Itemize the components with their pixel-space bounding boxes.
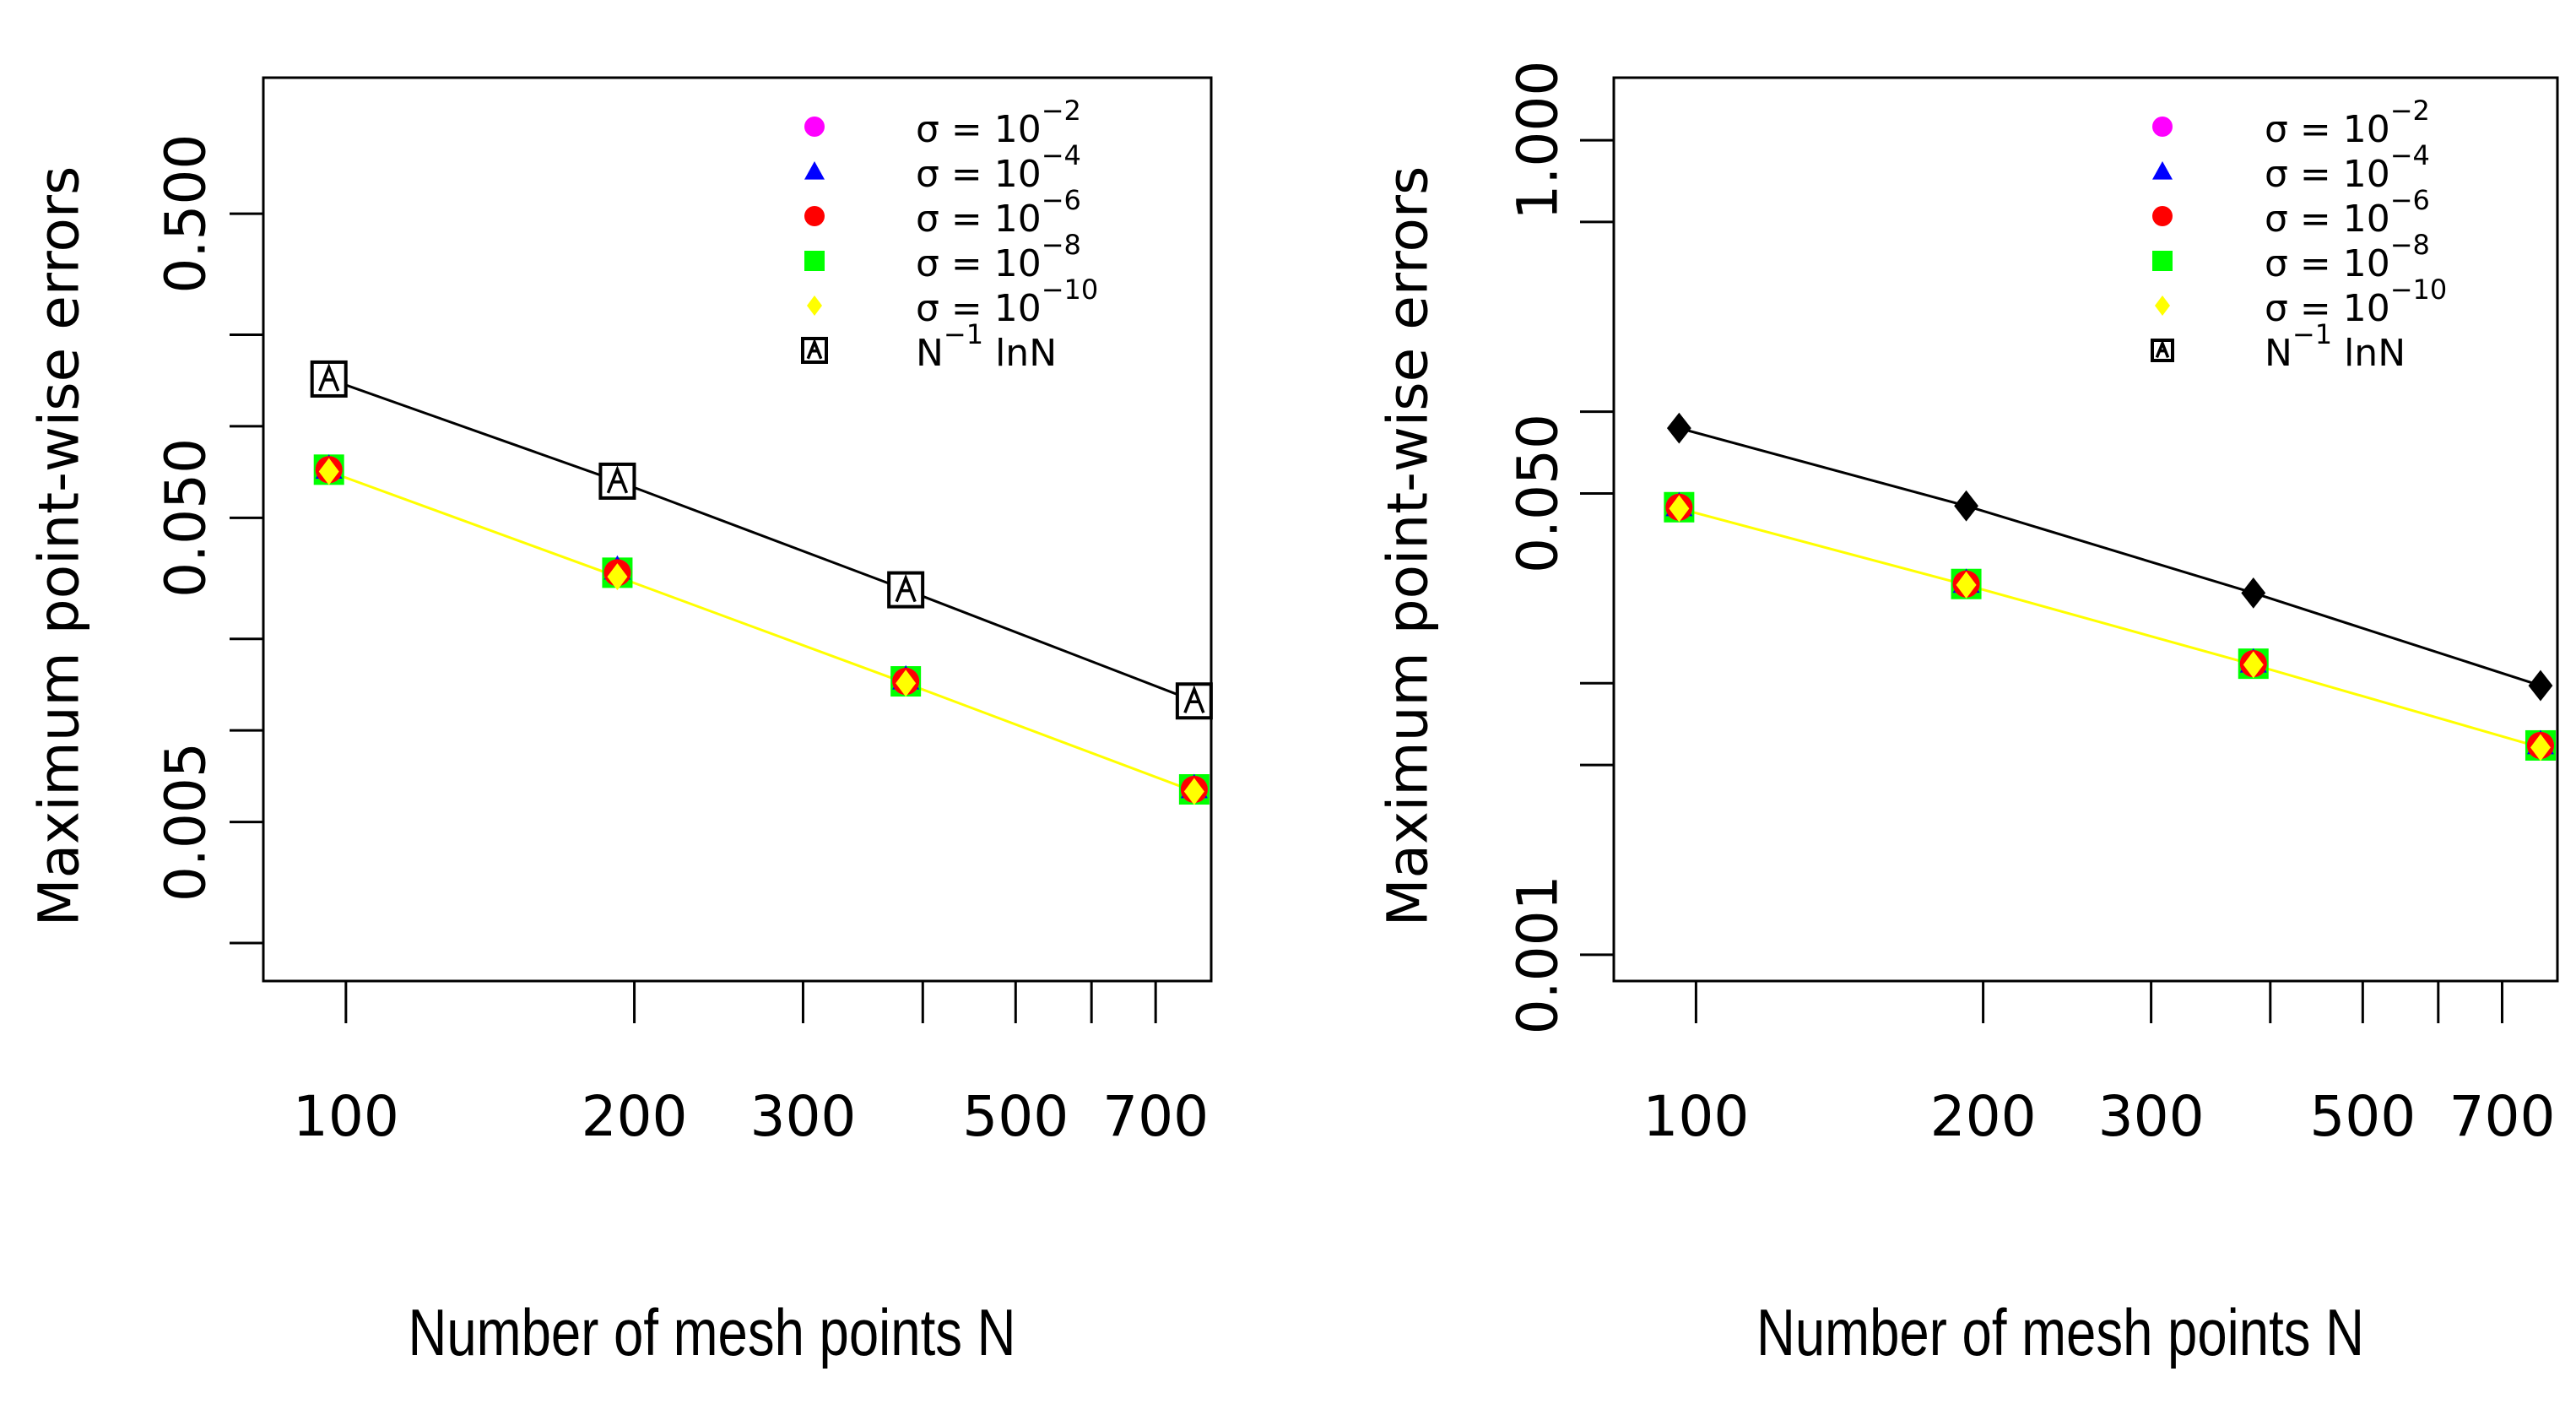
series-5	[310, 360, 1213, 720]
y-axis-title: Maximum point-wise errors	[27, 166, 92, 927]
marker-glyph	[895, 573, 917, 603]
data-point	[1954, 490, 1978, 522]
legend-label: σ = 10−4	[916, 139, 1081, 196]
data-point	[2528, 669, 2553, 702]
data-point	[887, 571, 925, 609]
data-point	[896, 669, 917, 697]
data-point	[2530, 734, 2551, 762]
legend-label: σ = 10−4	[2265, 139, 2430, 196]
legend-label: σ = 10−8	[2265, 229, 2430, 285]
y-tick-label: 0.050	[154, 438, 219, 598]
legend-label: σ = 10−8	[916, 229, 1081, 285]
marker-glyph	[318, 363, 340, 392]
chart-panel-2: 100 200 300 500 700 0.001 0.050 1.000 Number of …	[1376, 61, 2559, 1369]
legend-marker	[804, 117, 825, 137]
x-tick-label: 100	[293, 1084, 399, 1149]
x-axis-title: Number of mesh points N	[1756, 1295, 2364, 1369]
series-line-4	[1678, 507, 2541, 749]
y-tick-label: 0.050	[1506, 414, 1571, 573]
legend: σ = 10−2σ = 10−4σ = 10−6σ = 10−8σ = 10−1…	[801, 95, 1098, 375]
series-4	[318, 458, 1204, 805]
series-1	[1665, 491, 2554, 755]
legend-marker	[2152, 117, 2173, 137]
x-tick-label: 200	[582, 1084, 688, 1149]
data-point	[310, 360, 348, 398]
legend-label: σ = 10−10	[916, 274, 1098, 330]
y-tick-label: 0.500	[154, 134, 219, 294]
legend-label: σ = 10−6	[916, 184, 1081, 241]
legend-label: N−1 lnN	[2265, 318, 2406, 375]
legend-marker	[2152, 206, 2173, 226]
legend-label: σ = 10−2	[2265, 95, 2430, 151]
legend-label: N−1 lnN	[916, 318, 1057, 375]
y-axis-title: Maximum point-wise errors	[1376, 166, 1441, 927]
y-tick-label: 0.005	[154, 742, 219, 902]
y-tick-label: 1.000	[1506, 61, 1571, 220]
legend-label: σ = 10−2	[916, 95, 1081, 151]
series-line-5	[328, 377, 1195, 702]
x-tick-label: 500	[2309, 1084, 2416, 1149]
x-tick-label: 100	[1642, 1084, 1749, 1149]
marker-glyph	[1183, 685, 1205, 713]
legend-marker	[2152, 161, 2173, 180]
plot-frame	[262, 76, 1213, 983]
legend-marker	[804, 206, 825, 226]
data-point	[2243, 651, 2264, 679]
x-tick-label: 300	[2098, 1084, 2205, 1149]
series-2	[1665, 493, 2554, 759]
data-point	[1666, 412, 1691, 444]
legend-marker	[801, 337, 828, 364]
legend-label: σ = 10−10	[2265, 274, 2447, 330]
legend-marker	[807, 295, 822, 316]
legend-marker	[2152, 251, 2173, 271]
y-tick-label: 0.001	[1506, 875, 1571, 1034]
chart-panel-1: 100 200 300 500 700 0.005 0.050 0.500 Number of …	[27, 76, 1213, 1369]
legend-marker	[2151, 339, 2174, 362]
x-axis-title: Number of mesh points N	[409, 1295, 1016, 1369]
data-point	[1669, 495, 1690, 523]
legend-marker	[2155, 295, 2170, 316]
legend-marker	[804, 251, 825, 271]
series-4	[1669, 495, 2551, 762]
legend: σ = 10−2σ = 10−4σ = 10−6σ = 10−8σ = 10−1…	[2151, 95, 2447, 375]
series-0	[1665, 493, 2554, 759]
legend-marker	[804, 161, 825, 180]
data-point	[607, 563, 628, 591]
series-line-4	[328, 470, 1195, 793]
legend-label: σ = 10−6	[2265, 184, 2430, 241]
marker-glyph	[606, 465, 629, 494]
x-tick-label: 700	[2449, 1084, 2555, 1149]
x-tick-label: 500	[962, 1084, 1069, 1149]
series-5	[1666, 412, 2553, 702]
data-point	[1175, 682, 1213, 720]
series-3	[1664, 491, 2556, 761]
data-point	[1183, 778, 1204, 805]
series-line-5	[1678, 426, 2541, 687]
data-point	[1956, 571, 1977, 599]
data-point	[598, 462, 636, 500]
marker-glyph	[2155, 339, 2170, 359]
x-tick-label: 300	[750, 1084, 856, 1149]
marker-glyph	[806, 338, 823, 360]
x-tick-label: 200	[1930, 1084, 2037, 1149]
data-point	[2241, 577, 2266, 609]
plot-frame	[1612, 76, 2559, 983]
x-tick-label: 700	[1102, 1084, 1209, 1149]
data-point	[318, 458, 339, 485]
